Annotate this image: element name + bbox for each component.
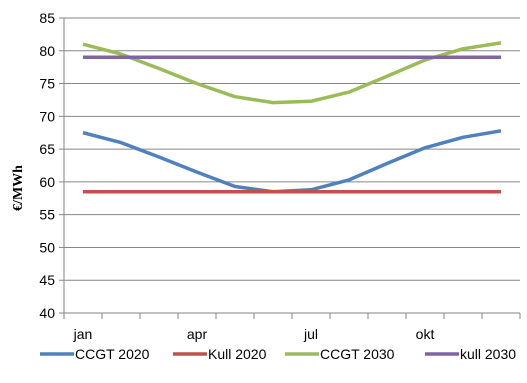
y-tick-label: 60 xyxy=(39,174,55,190)
y-tick-label: 85 xyxy=(39,10,55,26)
y-tick-label: 75 xyxy=(39,76,55,92)
legend-label: CCGT 2030 xyxy=(320,346,395,362)
x-tick-label-okt: okt xyxy=(416,326,435,342)
legend-item-ccgt-2030: CCGT 2030 xyxy=(285,346,395,362)
y-tick-label: 40 xyxy=(39,305,55,321)
series-lines xyxy=(82,41,502,194)
y-tick-label: 80 xyxy=(39,43,55,59)
legend-item-kull-2020: Kull 2020 xyxy=(173,346,267,362)
y-axis-label: €/MWh xyxy=(11,165,26,211)
gridlines xyxy=(64,17,520,314)
legend: CCGT 2020 Kull 2020 CCGT 2030 kull 2030 xyxy=(40,346,516,362)
y-tick-label: 65 xyxy=(39,141,55,157)
x-tick-labels: jan apr jul okt xyxy=(73,326,435,342)
y-tick-label: 50 xyxy=(39,239,55,255)
y-tick-label: 70 xyxy=(39,108,55,124)
x-tick-label-apr: apr xyxy=(187,326,208,342)
axes xyxy=(59,17,521,319)
legend-label: CCGT 2020 xyxy=(75,346,150,362)
legend-item-ccgt-2020: CCGT 2020 xyxy=(40,346,150,362)
x-tick-label-jan: jan xyxy=(73,326,93,342)
legend-label: Kull 2020 xyxy=(208,346,267,362)
legend-label: kull 2030 xyxy=(460,346,516,362)
series-line-ccgt-2020 xyxy=(82,129,502,194)
y-tick-label: 45 xyxy=(39,272,55,288)
series-line-ccgt-2030 xyxy=(82,41,502,105)
legend-item-kull-2030: kull 2030 xyxy=(425,346,516,362)
y-tick-labels: 40 45 50 55 60 65 70 75 80 85 xyxy=(39,10,55,321)
x-tick-label-jul: jul xyxy=(303,326,318,342)
y-tick-label: 55 xyxy=(39,207,55,223)
